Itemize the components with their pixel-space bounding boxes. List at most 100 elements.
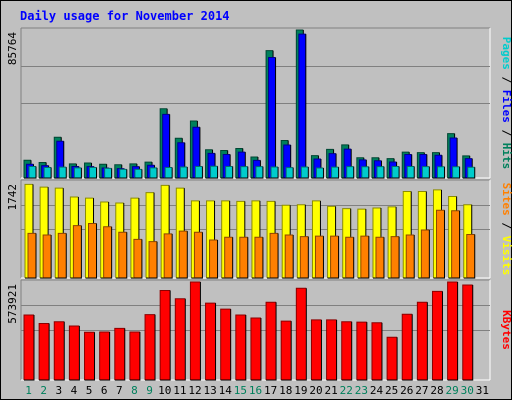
- x-tick-label-13: 13: [203, 384, 216, 397]
- bar-fill: [209, 239, 218, 278]
- bar-kbytes-day-28: [431, 290, 443, 381]
- bar-edge-light: [432, 189, 442, 278]
- bar-edge-light: [57, 232, 67, 278]
- bar-kbytes-day-6: [99, 331, 111, 381]
- bar-fill: [28, 233, 36, 278]
- x-tick-label-19: 19: [294, 384, 307, 397]
- bar-edge-dark: [205, 303, 217, 381]
- bar-edge-dark: [407, 166, 415, 179]
- bar-fill: [179, 231, 188, 278]
- bar-edge-light: [235, 147, 243, 178]
- bar-edge-light: [356, 157, 364, 178]
- bar-sites-day-15: [239, 236, 249, 279]
- bar-edge-light: [240, 166, 248, 178]
- bar-edge-dark: [447, 282, 459, 381]
- bar-edge-light: [190, 200, 200, 278]
- bar-edge-dark: [466, 234, 476, 279]
- bar-fill: [205, 303, 216, 380]
- bar-edge-light: [53, 136, 62, 178]
- bar-edge-light: [341, 321, 352, 380]
- bar-edge-light: [116, 168, 125, 178]
- bar-edge-light: [163, 233, 173, 278]
- bar-fill: [451, 210, 460, 278]
- bar-fill: [467, 167, 475, 178]
- bar-edge-light: [464, 158, 473, 178]
- bar-fill: [345, 237, 354, 278]
- x-tick-label-2: 2: [40, 384, 47, 397]
- bar-edge-light: [255, 166, 263, 178]
- bar-edge-light: [160, 184, 170, 278]
- bar-fill: [240, 166, 248, 178]
- bar-pages-day-18: [285, 167, 294, 179]
- bar-edge-dark: [73, 225, 82, 279]
- bar-edge-dark: [104, 168, 113, 179]
- bar-sites-day-11: [178, 230, 188, 279]
- bar-edge-light: [162, 113, 170, 178]
- bar-edge-dark: [341, 321, 353, 381]
- bar-fill: [235, 314, 246, 380]
- panel-top-legend-part-4: Hits: [500, 143, 512, 170]
- bar-fill: [450, 137, 458, 178]
- bar-edge-dark: [281, 321, 292, 381]
- bar-edge-dark: [422, 166, 430, 179]
- bar-fill: [195, 166, 203, 178]
- bar-fill: [88, 223, 97, 278]
- bar-pages-day-19: [300, 166, 309, 179]
- bar-edge-dark: [235, 314, 247, 381]
- bar-edge-light: [68, 325, 80, 380]
- bar-fill: [270, 233, 279, 278]
- bar-edge-light: [462, 284, 473, 380]
- bar-pages-day-3: [58, 166, 67, 179]
- bar-edge-light: [296, 204, 306, 278]
- bar-edge-dark: [316, 167, 324, 179]
- panel-top: 85764 Pages / Files / Hits: [6, 27, 512, 179]
- bar-edge-light: [149, 167, 158, 178]
- bar-sites-day-30: [466, 233, 476, 279]
- bar-edge-light: [298, 33, 306, 178]
- bar-edge-light: [372, 207, 381, 278]
- bar-fill: [361, 166, 369, 178]
- bar-fill: [74, 167, 82, 178]
- bar-edge-light: [402, 190, 412, 278]
- bar-fill: [104, 168, 112, 178]
- bar-edge-dark: [59, 167, 67, 179]
- bar-edge-light: [41, 165, 49, 178]
- bar-edge-dark: [54, 321, 65, 381]
- bar-edge-dark: [134, 169, 143, 179]
- bar-edge-light: [88, 222, 97, 278]
- bar-edge-dark: [129, 332, 141, 381]
- bar-edge-light: [89, 166, 97, 178]
- bar-pages-day-28: [436, 166, 445, 179]
- bar-edge-light: [39, 186, 49, 278]
- bar-kbytes-day-25: [386, 336, 398, 381]
- bar-edge-light: [299, 236, 309, 278]
- bar-edge-light: [145, 192, 155, 278]
- bar-edge-light: [38, 161, 47, 178]
- bar-edge-dark: [286, 167, 294, 179]
- bar-edge-light: [144, 314, 156, 380]
- bar-edge-dark: [300, 236, 309, 279]
- bar-sites-day-27: [420, 229, 430, 279]
- bar-edge-dark: [118, 232, 128, 279]
- bar-edge-light: [447, 281, 458, 380]
- bar-fill: [224, 237, 233, 278]
- bar-edge-dark: [145, 314, 156, 381]
- bar-sites-day-10: [163, 233, 173, 279]
- bar-edge-light: [210, 165, 218, 178]
- bar-fill: [298, 34, 306, 179]
- bar-edge-dark: [266, 302, 277, 381]
- bar-sites-day-3: [57, 232, 67, 279]
- bar-edge-dark: [387, 337, 398, 381]
- chart-panels: 85764 Pages / Files / Hits 1742 Sites / Vis…: [6, 27, 512, 381]
- bar-edge-dark: [164, 233, 173, 279]
- bar-edge-light: [99, 163, 107, 178]
- bar-fill: [391, 236, 400, 278]
- bar-fill: [114, 328, 125, 380]
- bar-fill: [268, 57, 276, 179]
- bar-kbytes-day-27: [416, 301, 428, 381]
- bar-sites-day-18: [284, 234, 294, 279]
- bar-kbytes-day-13: [205, 302, 217, 381]
- bar-edge-light: [38, 322, 50, 380]
- bar-fill: [422, 166, 430, 178]
- bar-edge-light: [281, 204, 291, 278]
